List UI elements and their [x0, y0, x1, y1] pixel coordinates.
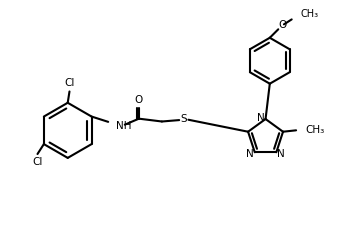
Text: CH₃: CH₃ [300, 9, 318, 19]
Text: O: O [279, 20, 287, 30]
Text: S: S [180, 114, 187, 124]
Text: NH: NH [116, 121, 132, 131]
Text: CH₃: CH₃ [306, 125, 325, 135]
Text: O: O [135, 95, 143, 105]
Text: N: N [246, 149, 254, 159]
Text: Cl: Cl [64, 78, 75, 88]
Text: Cl: Cl [32, 157, 43, 167]
Text: N: N [257, 113, 265, 123]
Text: N: N [277, 149, 285, 159]
